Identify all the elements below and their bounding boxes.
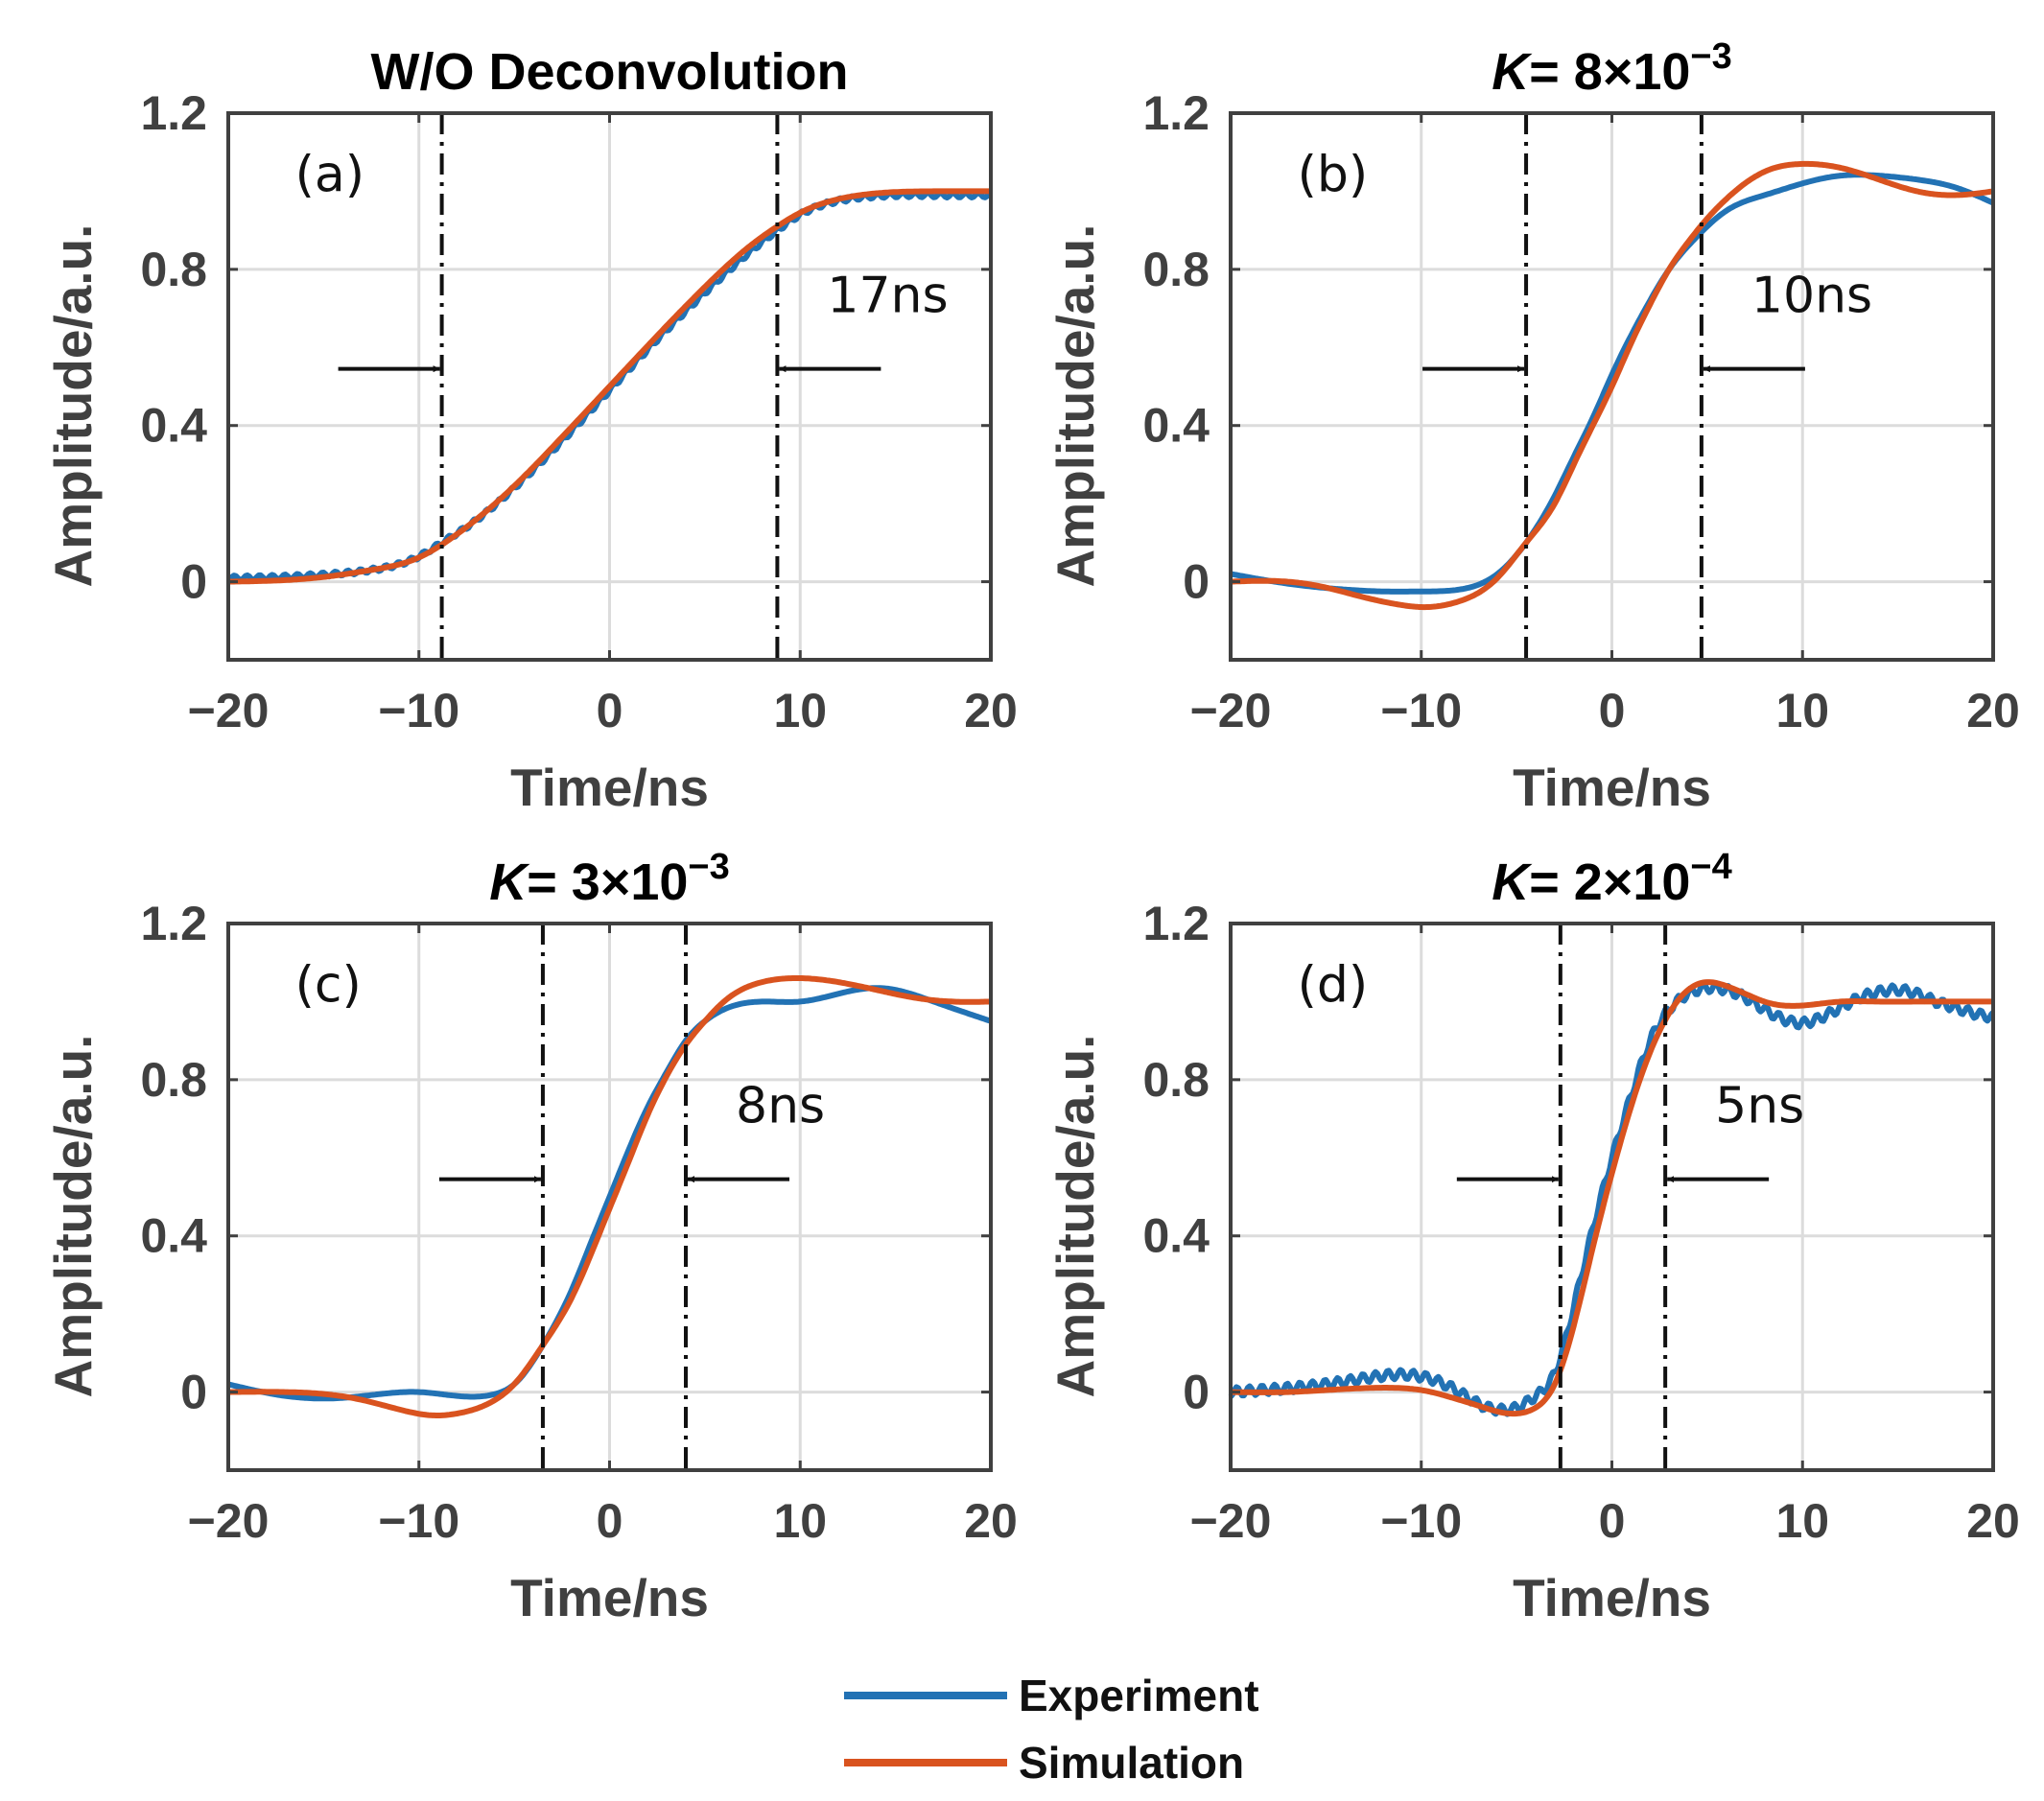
panel-a-width-label: 17ns <box>827 268 948 325</box>
panel-a-xtick-label: 0 <box>597 684 623 737</box>
panel-c-ytick-label: 0.8 <box>140 1053 207 1107</box>
panel-d-xtick-label: 0 <box>1599 1494 1626 1548</box>
panel-d: 5ns (d) −20 −10 0 10 20 0 0.4 0.8 1.2 Time/ns Amplit… <box>1045 847 2020 1627</box>
panel-a-ytick-label: 0.4 <box>140 399 207 453</box>
panel-c-xtick-label: −20 <box>188 1494 270 1548</box>
panel-b-xtick-label: 10 <box>1775 684 1829 737</box>
legend-experiment-label: Experiment <box>1019 1671 1259 1720</box>
panel-a-xtick-label: 10 <box>773 684 827 737</box>
panel-b-xlabel: Time/ns <box>1513 758 1711 817</box>
panel-c-title-exponent: −3 <box>688 847 729 887</box>
panel-c-xtick-label: 0 <box>597 1494 623 1548</box>
panel-b-width-label: 10ns <box>1751 268 1872 325</box>
panel-a-simulation-line <box>227 188 992 585</box>
panel-d-panel-label: (d) <box>1298 956 1369 1014</box>
panel-b-title-exponent: −3 <box>1690 36 1731 77</box>
panel-c-title-k: K <box>489 854 530 911</box>
panel-b-ytick-label: 1.2 <box>1142 86 1210 140</box>
panel-d-ytick-label: 0.8 <box>1142 1053 1210 1107</box>
panel-d-width-label: 5ns <box>1715 1078 1804 1135</box>
legend: Experiment Simulation <box>844 1671 1259 1788</box>
panel-d-ytick-label: 0 <box>1183 1366 1210 1419</box>
panel-a-title: W/O Deconvolution <box>371 43 849 101</box>
panel-d-simulation-line <box>1230 979 1994 1417</box>
panel-c-xtick-label: −10 <box>378 1494 459 1548</box>
panel-a-panel-label: (a) <box>295 146 364 203</box>
panel-d-xlabel: Time/ns <box>1513 1568 1711 1627</box>
panel-a-xtick-label: −20 <box>188 684 270 737</box>
panel-a-ylabel: Amplitude/a.u. <box>43 224 103 588</box>
panel-d-experiment-line <box>1228 980 1996 1417</box>
panel-b-ytick-label: 0 <box>1183 555 1210 609</box>
panel-c-ytick-label: 0.4 <box>140 1209 207 1263</box>
panel-a-xtick-label: −10 <box>378 684 459 737</box>
panel-b-xtick-label: −20 <box>1190 684 1272 737</box>
legend-simulation-label: Simulation <box>1019 1738 1244 1788</box>
panel-c-xlabel: Time/ns <box>510 1568 709 1627</box>
panel-a: 17ns (a) −20 −10 0 10 20 0 0.4 0.8 1.2 Time/ns Ampli… <box>43 43 1018 817</box>
panel-d-title-exponent: −4 <box>1690 847 1731 887</box>
panel-a-ytick-label: 0 <box>180 555 207 609</box>
panel-b: 10ns (b) −20 −10 0 10 20 0 0.4 0.8 1.2 Time/ns Ampli… <box>1045 36 2020 817</box>
panel-b-ytick-label: 0.4 <box>1142 399 1210 453</box>
panel-d-title-k: K <box>1492 854 1533 911</box>
panel-c-title: K= 3×10−3 <box>489 847 730 911</box>
panel-d-xtick-label: −20 <box>1190 1494 1272 1548</box>
panel-c-ylabel: Amplitude/a.u. <box>43 1035 103 1398</box>
panel-d-xtick-label: −10 <box>1380 1494 1462 1548</box>
panel-b-xtick-label: 0 <box>1599 684 1626 737</box>
panel-b-xtick-label: −10 <box>1380 684 1462 737</box>
panel-d-title: K= 2×10−4 <box>1492 847 1732 911</box>
panel-d-title-text: = 2×10 <box>1529 854 1690 911</box>
panel-a-xlabel: Time/ns <box>510 758 709 817</box>
panel-d-ytick-label: 0.4 <box>1142 1209 1210 1263</box>
panel-c: 8ns (c) −20 −10 0 10 20 0 0.4 0.8 1.2 Time/ns Amplit… <box>43 847 1018 1627</box>
panel-c-ytick-label: 1.2 <box>140 897 207 950</box>
panel-c-panel-label: (c) <box>295 956 362 1014</box>
panel-b-simulation-line <box>1230 160 1994 611</box>
panel-d-ylabel: Amplitude/a.u. <box>1045 1035 1105 1398</box>
panel-b-title-text: = 8×10 <box>1529 43 1690 101</box>
panel-a-ytick-label: 0.8 <box>140 243 207 296</box>
panel-b-ylabel: Amplitude/a.u. <box>1045 224 1105 588</box>
panel-c-ytick-label: 0 <box>180 1366 207 1419</box>
panel-c-title-text: = 3×10 <box>527 854 688 911</box>
panel-c-width-label: 8ns <box>736 1078 825 1135</box>
panel-a-xtick-label: 20 <box>964 684 1018 737</box>
panel-d-xtick-label: 20 <box>1966 1494 2020 1548</box>
panel-d-ytick-label: 1.2 <box>1142 897 1210 950</box>
panel-b-xtick-label: 20 <box>1966 684 2020 737</box>
panel-b-title: K= 8×10−3 <box>1492 36 1732 101</box>
panel-c-simulation-line <box>227 975 992 1418</box>
panel-c-xtick-label: 20 <box>964 1494 1018 1548</box>
panel-b-title-k: K <box>1492 43 1533 101</box>
panel-b-panel-label: (b) <box>1298 146 1369 203</box>
panel-b-ytick-label: 0.8 <box>1142 243 1210 296</box>
panel-c-xtick-label: 10 <box>773 1494 827 1548</box>
panel-a-ytick-label: 1.2 <box>140 86 207 140</box>
panel-d-xtick-label: 10 <box>1775 1494 1829 1548</box>
